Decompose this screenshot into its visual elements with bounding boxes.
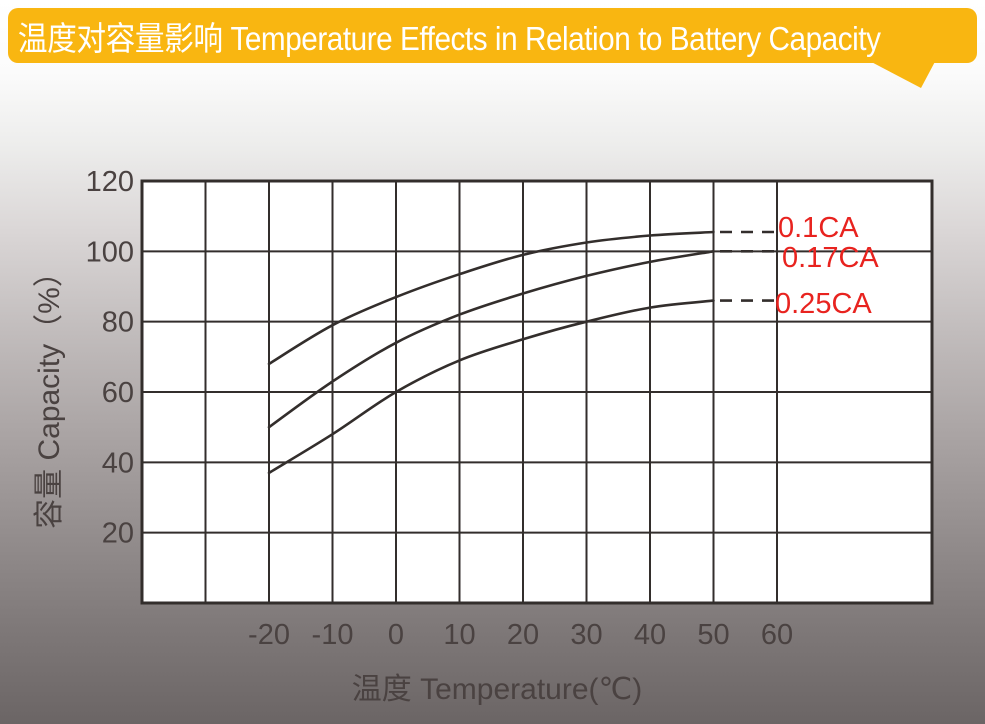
x-tick-label: 10 <box>443 619 475 651</box>
y-axis-title: 容量 Capacity（%） <box>33 257 66 529</box>
capacity-curve-0.25CA <box>267 299 715 475</box>
y-tick-label: 40 <box>102 447 134 479</box>
x-tick-label: 20 <box>507 619 539 651</box>
banner-title: 温度对容量影响 Temperature Effects in Relation … <box>17 19 881 57</box>
x-tick-label: 40 <box>634 619 666 651</box>
y-tick-label: 120 <box>86 166 134 198</box>
x-tick-label: 60 <box>761 619 793 651</box>
capacity-curve-0.17CA <box>267 250 715 429</box>
plot-border <box>140 179 934 605</box>
x-tick-label: -20 <box>248 619 290 651</box>
y-tick-label: 80 <box>102 307 134 339</box>
y-tick-label: 20 <box>102 518 134 550</box>
capacity-curve-0.1CA <box>267 230 715 366</box>
y-tick-label: 100 <box>86 236 134 268</box>
banner-tail-icon <box>860 56 938 88</box>
x-tick-label: 0 <box>388 619 404 651</box>
title-banner: 温度对容量影响 Temperature Effects in Relation … <box>8 8 977 63</box>
series-label-0.1CA: 0.1CA <box>778 212 859 244</box>
series-label-0.25CA: 0.25CA <box>775 288 872 320</box>
x-tick-label: 50 <box>697 619 729 651</box>
x-tick-label: -10 <box>312 619 354 651</box>
y-tick-label: 60 <box>102 377 134 409</box>
series-label-0.17CA: 0.17CA <box>782 242 879 274</box>
x-tick-label: 30 <box>570 619 602 651</box>
x-axis-title: 温度 Temperature(℃) <box>351 673 643 706</box>
